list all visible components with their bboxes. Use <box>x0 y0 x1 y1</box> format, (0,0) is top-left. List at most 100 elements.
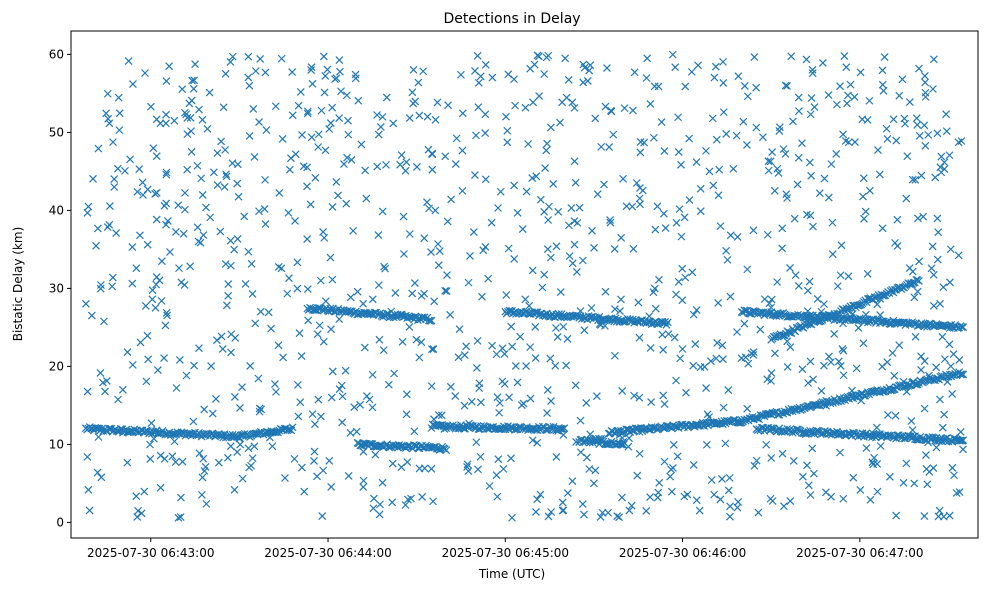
data-point <box>718 475 726 483</box>
data-point <box>794 153 803 162</box>
data-point <box>942 110 951 119</box>
data-point <box>335 56 344 64</box>
data-point <box>492 471 501 480</box>
data-point <box>531 354 540 362</box>
data-point <box>907 417 916 425</box>
data-point <box>162 168 171 177</box>
data-point <box>615 513 624 522</box>
data-point <box>368 403 377 412</box>
data-point <box>659 391 668 400</box>
data-point <box>778 449 787 458</box>
data-point <box>342 91 351 100</box>
data-point <box>412 335 421 344</box>
data-point <box>202 203 210 212</box>
data-point <box>844 138 853 147</box>
data-point <box>563 334 572 343</box>
data-point <box>481 175 490 184</box>
data-point <box>410 427 419 436</box>
data-point <box>226 261 235 270</box>
data-point <box>163 311 171 320</box>
data-point <box>605 143 614 151</box>
data-point <box>375 335 384 344</box>
data-point <box>271 102 280 111</box>
data-point <box>688 268 697 277</box>
data-point <box>677 232 686 241</box>
data-point <box>390 369 399 378</box>
data-point <box>485 482 494 490</box>
data-point <box>658 330 667 339</box>
data-point <box>321 146 330 155</box>
data-point <box>196 238 205 247</box>
data-point <box>593 190 602 199</box>
data-point <box>876 311 885 320</box>
data-point <box>528 174 537 182</box>
data-point <box>650 284 659 293</box>
data-point <box>750 461 759 470</box>
data-point <box>522 187 531 196</box>
data-point <box>836 82 844 91</box>
data-point <box>752 83 761 92</box>
data-point <box>934 228 943 237</box>
data-point <box>503 138 512 147</box>
data-point <box>110 183 119 191</box>
data-point <box>136 231 144 240</box>
data-point <box>221 69 230 78</box>
data-point <box>915 131 924 140</box>
data-point <box>849 473 858 482</box>
data-point <box>792 425 801 434</box>
data-point <box>943 377 952 386</box>
data-point <box>592 392 601 401</box>
data-point <box>400 250 408 258</box>
data-point <box>806 357 815 366</box>
data-point <box>207 362 216 370</box>
data-point <box>764 166 773 175</box>
data-point <box>424 316 433 325</box>
data-point <box>692 420 701 429</box>
data-point <box>272 387 280 396</box>
data-point <box>277 54 286 63</box>
data-point <box>692 496 701 505</box>
data-point <box>783 337 792 346</box>
x-axis-ticks: 2025-07-30 06:43:00 2025-07-30 06:44:00 20… <box>87 538 924 560</box>
data-point <box>104 114 113 123</box>
data-point <box>883 134 892 143</box>
data-point <box>804 379 813 387</box>
data-point <box>151 303 160 312</box>
data-point <box>528 436 537 445</box>
data-point <box>936 163 945 172</box>
data-point <box>256 55 265 63</box>
data-point <box>227 330 236 339</box>
data-point <box>689 310 698 319</box>
data-point <box>109 138 117 147</box>
data-point <box>189 417 198 426</box>
data-point <box>911 432 920 441</box>
data-point <box>391 289 400 297</box>
data-point <box>624 442 633 451</box>
data-point <box>402 390 411 399</box>
data-point <box>586 430 595 439</box>
data-point <box>261 175 269 184</box>
data-point <box>719 403 728 412</box>
data-point <box>781 81 790 90</box>
data-point <box>108 273 117 282</box>
data-point <box>293 380 302 389</box>
data-point <box>148 295 157 304</box>
data-point <box>503 126 512 135</box>
data-point <box>405 230 414 238</box>
data-point <box>186 262 195 271</box>
data-point <box>199 231 208 239</box>
data-point <box>552 452 561 461</box>
data-point <box>124 57 133 65</box>
data-point <box>551 324 560 332</box>
data-point <box>808 444 817 453</box>
data-point <box>115 109 124 118</box>
data-point <box>710 73 719 82</box>
data-point <box>202 499 211 508</box>
data-point <box>936 299 944 308</box>
data-point <box>335 385 344 394</box>
data-point <box>795 107 803 116</box>
data-point <box>213 149 222 157</box>
data-point <box>187 147 196 156</box>
data-point <box>617 233 626 242</box>
data-point <box>460 401 469 410</box>
